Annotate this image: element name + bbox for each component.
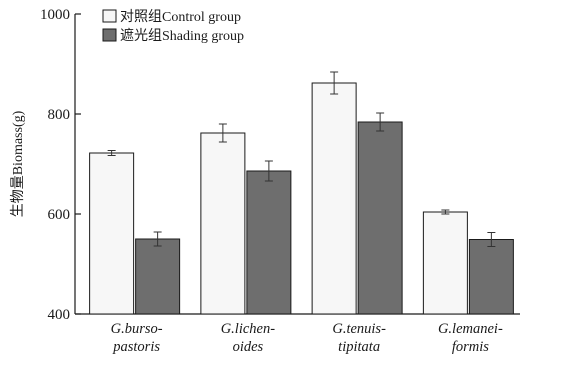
bar-shading-4 [468,239,514,315]
y-axis-label: 生物量Biomass(g) [10,110,26,217]
error-bars [107,71,496,247]
y-tick-label: 600 [48,207,71,223]
bar-series [89,82,514,315]
legend-swatch-shading [102,28,117,42]
category-labels: G.burso-pastoris G.lichen-oides G.tenuis-t… [111,321,503,355]
category-label: formis [452,339,489,355]
category-label: G.tenuis- [332,321,386,337]
category-label: G.lichen- [221,321,276,337]
legend-label-shading: 遮光组Shading group [120,28,244,44]
bar-control-3 [311,82,357,315]
y-axis-ticks: 400 600 800 1000 [40,7,81,323]
legend-swatch-control [102,9,117,23]
bar-shading-3 [357,121,403,315]
y-tick-label: 1000 [40,7,70,23]
y-tick-label: 800 [48,107,71,123]
y-tick-label: 400 [48,307,71,323]
bar-control-1 [89,152,135,315]
category-label: oides [233,339,264,355]
category-label: tipitata [338,339,380,355]
bar-control-4 [422,211,468,315]
legend-label-control: 对照组Control group [120,9,241,25]
bar-shading-2 [246,170,292,315]
category-label: G.burso- [111,321,163,337]
bar-shading-1 [135,238,181,315]
bar-control-2 [200,132,246,315]
category-label: G.lemanei- [438,321,503,337]
legend: 对照组Control group 遮光组Shading group [102,9,244,44]
category-label: pastoris [112,339,160,355]
